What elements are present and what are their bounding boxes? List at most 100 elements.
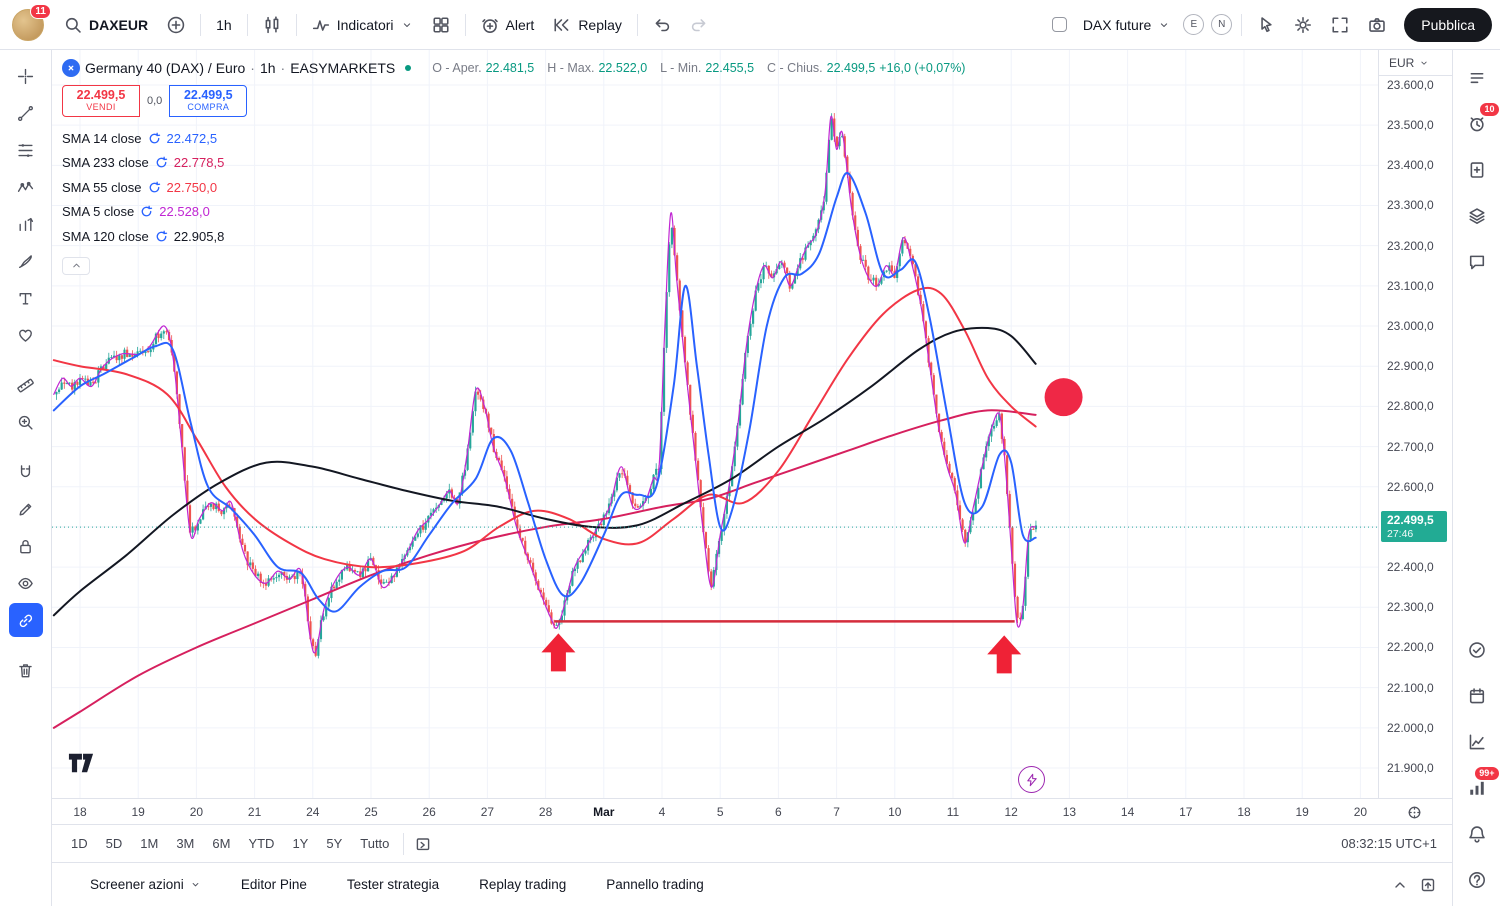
range-5d[interactable]: 5D [97,831,132,857]
sidebar-question-button[interactable] [1459,862,1495,898]
sidebar-watchlist-button[interactable] [1459,60,1495,96]
range-5y[interactable]: 5Y [317,831,351,857]
quick-cursor-button[interactable] [1248,8,1284,42]
red-circle-drawing[interactable] [1044,378,1083,417]
tool-trend-line-button[interactable] [9,96,43,130]
range-1d[interactable]: 1D [62,831,97,857]
time-tick: Mar [593,805,615,819]
tool-edit-button[interactable] [9,492,43,526]
time-tick: 10 [888,805,902,819]
price-axis[interactable]: 23.600,0 23.500,0 23.400,0 23.300,0 23.200,0… [1378,50,1452,798]
interval-button[interactable]: 1h [207,8,241,42]
tab-screener-azioni[interactable]: Screener azioni [70,870,221,900]
indicator-icon [312,19,329,31]
ruler-icon [17,378,34,392]
text-icon [19,292,32,305]
ma-line-sma-14[interactable] [52,172,1037,613]
chart-pane[interactable]: Germany 40 (DAX) / Euro · 1h · EASYMARKE… [52,50,1378,798]
tool-fib-button[interactable] [9,133,43,167]
tool-brush-button[interactable] [9,244,43,278]
replay-button[interactable]: Replay [544,8,631,42]
sidebar-bell-button[interactable] [1459,816,1495,852]
tradingview-logo[interactable] [66,750,96,776]
sidebar-circle-check-button[interactable] [1459,632,1495,668]
tab-editor-pine[interactable]: Editor Pine [221,870,327,900]
sidebar-chat-button[interactable] [1459,244,1495,280]
range-ytd[interactable]: YTD [239,831,283,857]
loader-icon [141,205,153,217]
tab-pannello-trading[interactable]: Pannello trading [586,870,724,900]
currency-selector[interactable]: EUR [1379,50,1452,76]
symbol-title[interactable]: Germany 40 (DAX) / Euro [85,60,246,76]
forecast-icon [19,217,34,231]
chart-style-button[interactable] [254,8,290,42]
tool-trash-button[interactable] [9,653,43,687]
tool-magnet-button[interactable] [9,455,43,489]
sidebar-chart-axes-button[interactable] [1459,724,1495,760]
sidebar-doc-plus-button[interactable] [1459,152,1495,188]
time-axis[interactable]: 18 19 20 21 24 25 26 27 28 Mar 4 5 6 7 10 11 12 13 14 17 18 1… [52,798,1452,824]
symbol-search-button[interactable]: DAXEUR [55,8,157,42]
indicator-row[interactable]: SMA 55 close 22.750,0 [62,175,965,200]
layout-templates-button[interactable] [423,8,459,42]
fullscreen-button[interactable] [1322,8,1358,42]
range-6m[interactable]: 6M [203,831,239,857]
undo-button[interactable] [644,8,680,42]
tool-emoji-button[interactable] [9,318,43,352]
timezone-button[interactable] [1404,802,1424,822]
account-select[interactable]: DAX future [1074,8,1179,42]
price-chart-canvas[interactable] [52,50,1378,798]
go-to-date-button[interactable] [409,830,437,858]
tool-forecast-button[interactable] [9,207,43,241]
indicator-row[interactable]: SMA 233 close 22.778,5 [62,151,965,176]
sidebar-layers-button[interactable] [1459,198,1495,234]
tab-tester-strategia[interactable]: Tester strategia [327,870,459,900]
tool-ruler-button[interactable] [9,368,43,402]
ma-line-sma-5[interactable] [53,115,1037,654]
tool-text-button[interactable] [9,281,43,315]
publish-button[interactable]: Pubblica [1404,7,1492,42]
indicator-row[interactable]: SMA 120 close 22.905,8 [62,224,965,249]
user-avatar[interactable]: 11 [12,3,51,41]
boost-button[interactable] [1018,766,1045,793]
range-3m[interactable]: 3M [167,831,203,857]
compare-symbol-button[interactable] [158,8,194,42]
tool-crosshair-button[interactable] [9,59,43,93]
range-tutto[interactable]: Tutto [351,831,398,857]
time-tick: 4 [658,805,666,819]
sidebar-signal-button[interactable]: 99+ [1459,766,1500,806]
range-1y[interactable]: 1Y [283,831,317,857]
time-tick-labels: 18 19 20 21 24 25 26 27 28 Mar 4 5 6 7 10 11 12 13 14 17 18 1… [52,799,1452,824]
sidebar-alarm-button[interactable]: 10 [1459,102,1500,142]
indicators-button[interactable]: Indicatori [303,8,422,42]
tool-pattern-button[interactable] [9,170,43,204]
indicator-row[interactable]: SMA 14 close 22.472,5 [62,126,965,151]
legend-interval[interactable]: 1h [259,60,276,76]
tool-eye-button[interactable] [9,566,43,600]
chart-settings-button[interactable] [1285,8,1321,42]
buy-button[interactable]: 22.499,5 COMPRA [169,85,248,117]
badge-e[interactable]: E [1183,14,1205,35]
ma-line-sma-120[interactable] [52,326,1037,617]
sidebar-calendar-button[interactable] [1459,678,1495,714]
up-arrow-drawing[interactable] [541,633,576,672]
alert-button[interactable]: Alert [472,8,544,42]
tool-link-button[interactable] [8,603,43,637]
badge-n[interactable]: N [1211,14,1233,35]
tool-lock-button[interactable] [9,529,43,563]
panel-maximize-button[interactable] [1414,871,1442,899]
tool-zoom-button[interactable] [9,405,43,439]
ma-line-sma-233[interactable] [52,409,1037,729]
range-1m[interactable]: 1M [131,831,167,857]
sell-button[interactable]: 22.499,5 VENDI [62,85,140,117]
ma-line-sma-55[interactable] [52,286,1037,569]
indicator-row[interactable]: SMA 5 close 22.528,0 [62,200,965,225]
redo-button[interactable] [681,8,717,42]
clock-button[interactable]: 08:32:15 UTC+1 [1341,836,1437,851]
legend-collapse-button[interactable] [62,256,90,275]
tab-replay-trading[interactable]: Replay trading [459,870,586,900]
account-checkbox[interactable] [1051,17,1067,32]
panel-open-button[interactable] [1386,871,1414,899]
up-arrow-drawing[interactable] [987,635,1022,674]
snapshot-button[interactable] [1359,8,1395,42]
